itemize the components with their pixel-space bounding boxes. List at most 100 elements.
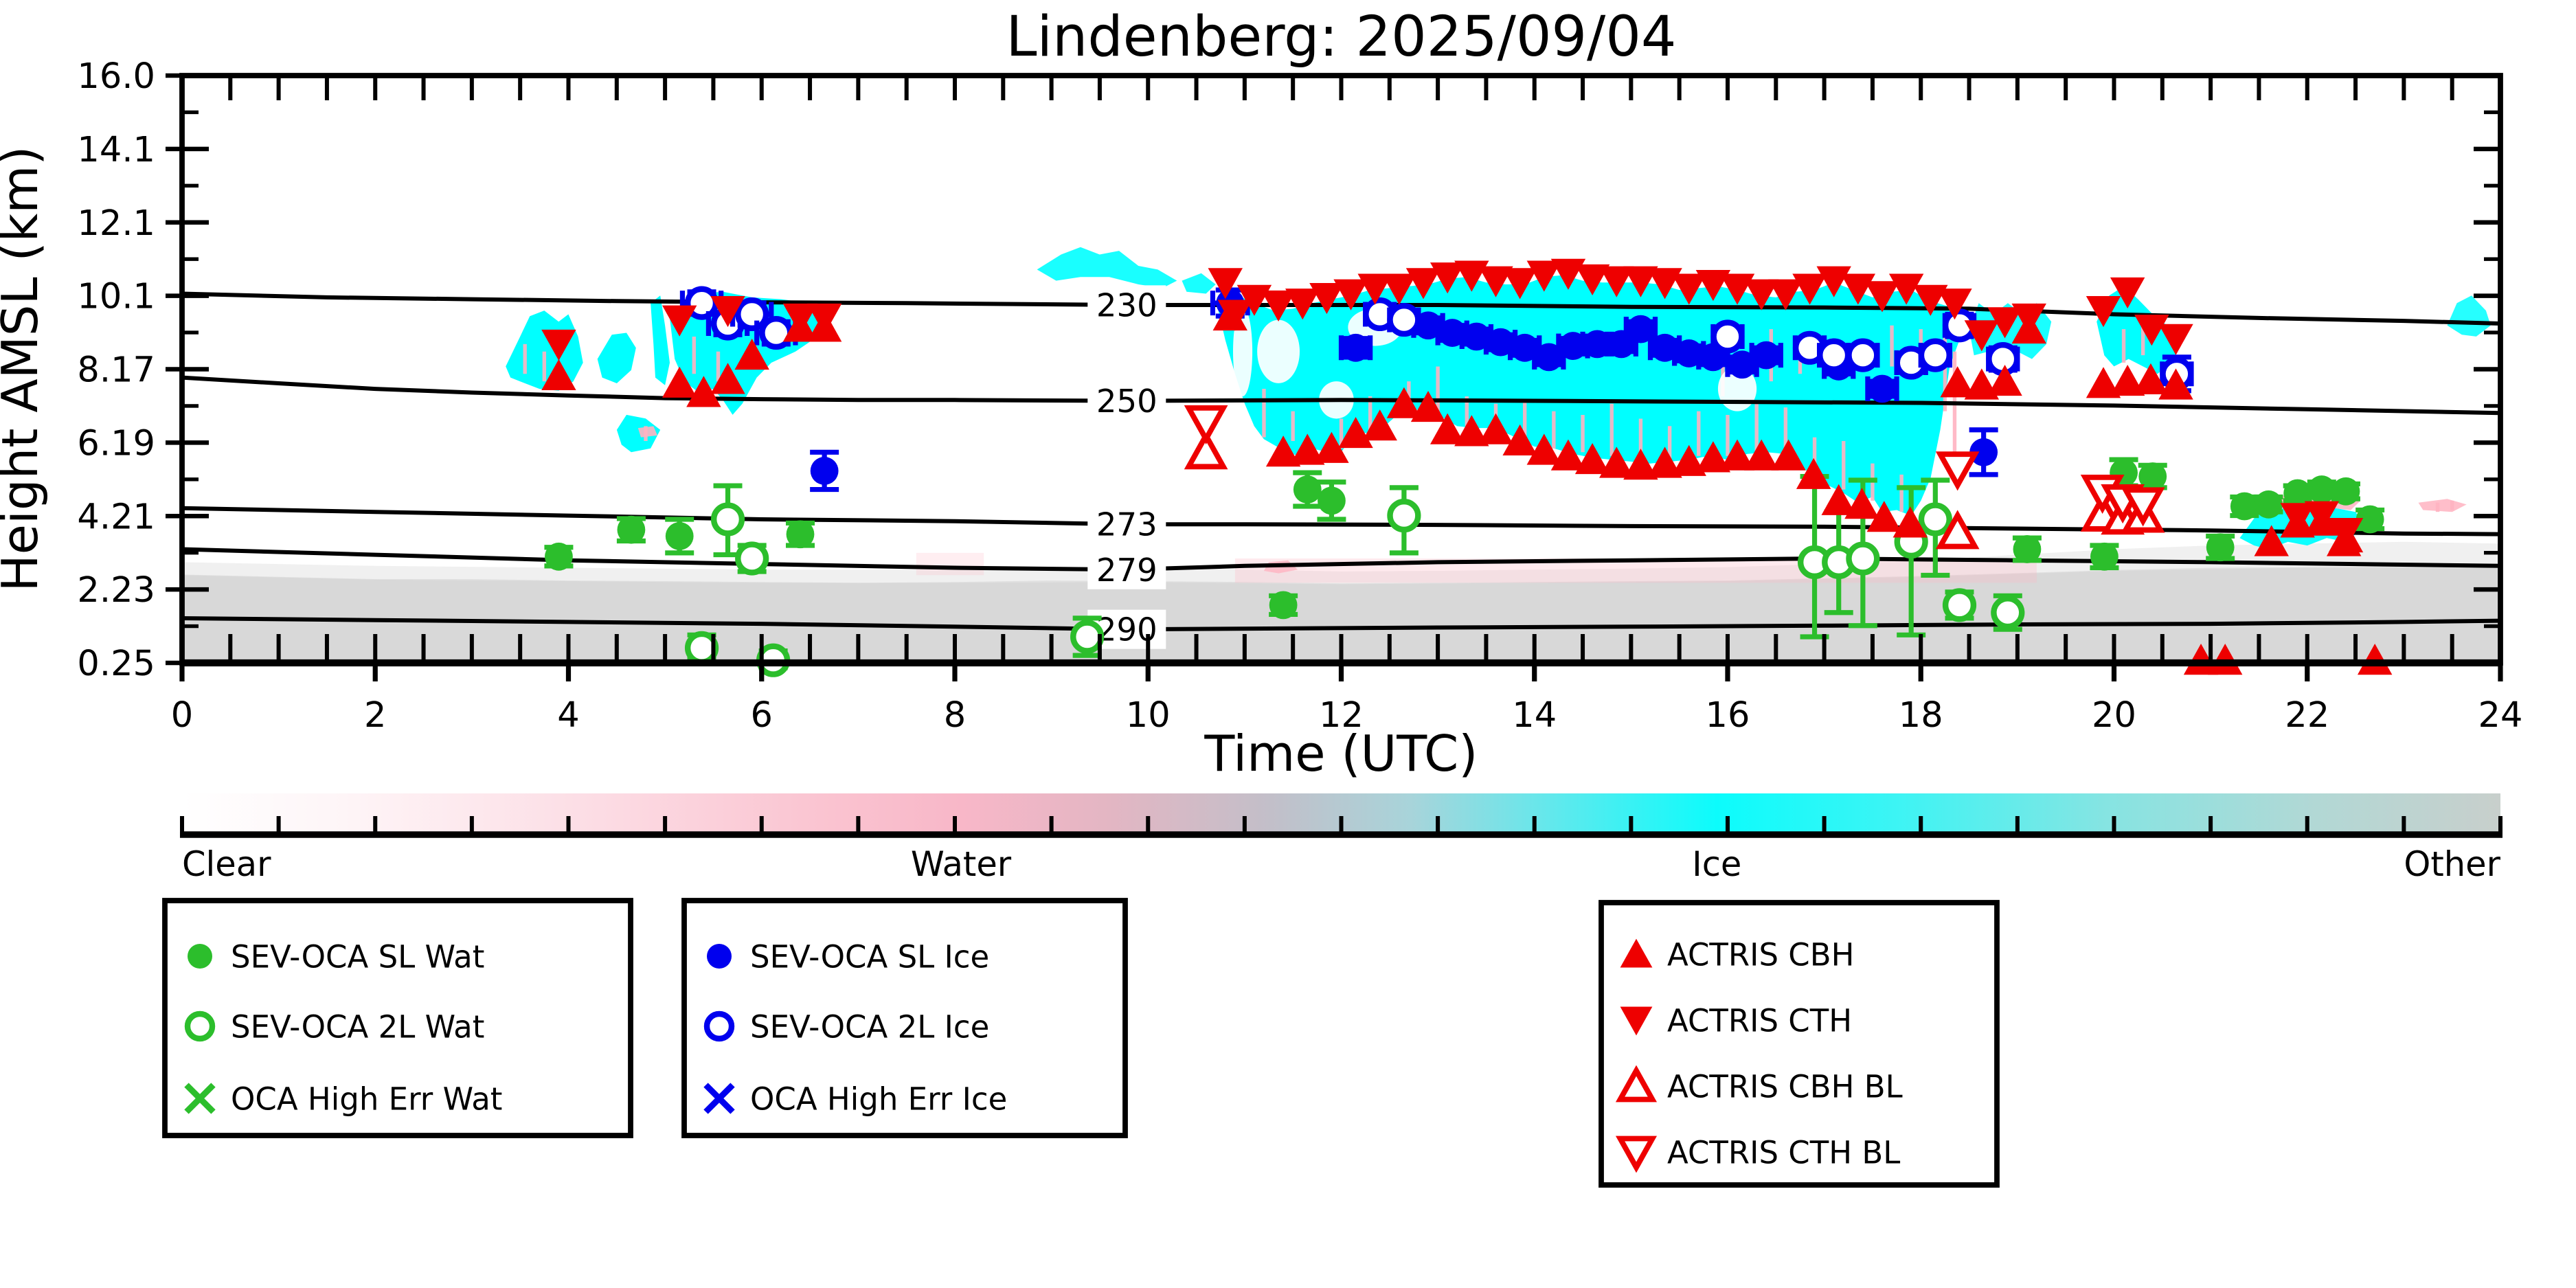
marker-circle [1752, 341, 1781, 370]
marker-circle [1414, 311, 1443, 340]
contour-label-bg [1087, 285, 1166, 325]
x-axis-label: Time (UTC) [1204, 725, 1478, 782]
marker-circle [1868, 374, 1897, 403]
marker-circle [1969, 438, 1998, 466]
marker-circle [1387, 498, 1421, 533]
marker-tri-down [782, 303, 818, 335]
ice-region [651, 295, 670, 385]
marker-circle [1318, 486, 1346, 515]
marker-tri-up [1454, 415, 1489, 447]
marker-tri-up [1744, 439, 1779, 471]
series-actris-cbh [541, 300, 2393, 675]
marker-tri-down [2011, 303, 2046, 335]
colorbar-label-clear: Clear [182, 844, 271, 884]
ice-region [597, 332, 636, 383]
marker-circle [1918, 502, 1952, 536]
marker-circle [1387, 302, 1421, 337]
marker-circle [188, 944, 212, 969]
marker-circle [1627, 315, 1655, 343]
ice-faint-region [1037, 247, 1177, 289]
marker-circle [1269, 591, 1298, 620]
marker-tri-up [1526, 433, 1562, 465]
y-tick-label: 14.1 [77, 130, 155, 170]
marker-circle [184, 1010, 216, 1042]
marker-tri-up [1893, 506, 1928, 538]
contour-label-bg [1087, 381, 1166, 420]
marker-circle [1511, 333, 1539, 362]
x-tick-label: 2 [364, 695, 386, 736]
marker-circle [2013, 535, 2042, 563]
marker-tri-down [2134, 315, 2169, 346]
y-tick-label: 0.25 [77, 644, 155, 684]
marker-circle [1651, 333, 1679, 362]
colorbar-label-other: Other [2404, 844, 2500, 884]
marker-tri-down [1526, 260, 1562, 292]
marker-tri-down [1864, 281, 1900, 313]
marker-tri-down [1405, 268, 1441, 300]
marker-tri-down [1217, 300, 1253, 331]
contour-line-273 [181, 506, 2500, 536]
marker-tri-up [1599, 447, 1634, 478]
marker-tri-down [1792, 273, 1827, 305]
marker-layer [541, 258, 2393, 677]
marker-tri-up [1502, 424, 1537, 456]
marker-tri-down [1623, 266, 1658, 297]
marker-tri-down [2328, 518, 2364, 550]
colorbar: Clear Water Ice Other [179, 793, 2502, 884]
marker-circle [1846, 541, 1880, 576]
marker-tri-up [1671, 444, 1706, 476]
marker-tri-up [1362, 409, 1397, 441]
marker-tri-down [1768, 279, 1803, 310]
marker-tri-up [1265, 436, 1301, 467]
marker-tri-down [1695, 270, 1731, 302]
contour-line-250 [181, 375, 2500, 416]
marker-circle [786, 520, 815, 549]
x-tick-label: 0 [171, 695, 193, 736]
marker-tri-up [1623, 449, 1658, 480]
marker-tri-up [686, 376, 721, 407]
marker-tri-down [1913, 284, 1948, 316]
marker-circle [1728, 350, 1756, 379]
marker-circle [1342, 333, 1370, 362]
legend-item-label: OCA High Err Wat [231, 1081, 502, 1118]
marker-tri-down [1478, 266, 1513, 297]
marker-tri-up [2133, 363, 2169, 394]
marker-tri-down [806, 303, 842, 335]
marker-tri-up [1935, 510, 1980, 550]
x-tick-label: 6 [751, 695, 773, 736]
marker-tri-up [2208, 644, 2243, 675]
marker-circle [759, 315, 793, 350]
marker-circle [703, 1010, 735, 1042]
marker-tri-up [1719, 439, 1755, 471]
legend-item-label: ACTRIS CTH BL [1667, 1135, 1900, 1171]
y-tick-label: 2.23 [77, 570, 155, 611]
marker-tri-down [1285, 289, 1320, 320]
marker-tri-up [1866, 501, 1902, 532]
marker-circle [2090, 542, 2119, 571]
marker-tri-down [1744, 279, 1779, 310]
marker-tri-down [2121, 487, 2165, 527]
x-tick-label: 22 [2285, 695, 2329, 736]
legend-water-box: SEV-OCA SL Wat SEV-OCA 2L Wat OCA High Err… [162, 898, 633, 1138]
marker-tri-up [1844, 488, 1879, 519]
marker-tri-up [1771, 439, 1806, 471]
marker-tri-down [1309, 283, 1344, 315]
marker-tri-down [1888, 273, 1924, 305]
marker-circle [545, 542, 573, 571]
marker-tri-up [1620, 938, 1653, 968]
marker-circle [710, 502, 745, 536]
marker-tri-up [1478, 413, 1513, 444]
x-tick-label: 10 [1126, 695, 1171, 736]
series-actris-cth-bl [1184, 405, 2165, 527]
y-tick-label: 12.1 [77, 203, 155, 244]
marker-circle [2331, 477, 2360, 506]
y-tick-label: 16.0 [77, 56, 155, 97]
marker-x [703, 1083, 735, 1114]
marker-tri-down [541, 329, 576, 361]
contour-line-290 [181, 616, 2500, 632]
y-tick-label: 4.21 [77, 497, 155, 537]
marker-circle [1942, 588, 1977, 622]
marker-circle [2206, 533, 2235, 562]
ice-region [616, 414, 661, 453]
